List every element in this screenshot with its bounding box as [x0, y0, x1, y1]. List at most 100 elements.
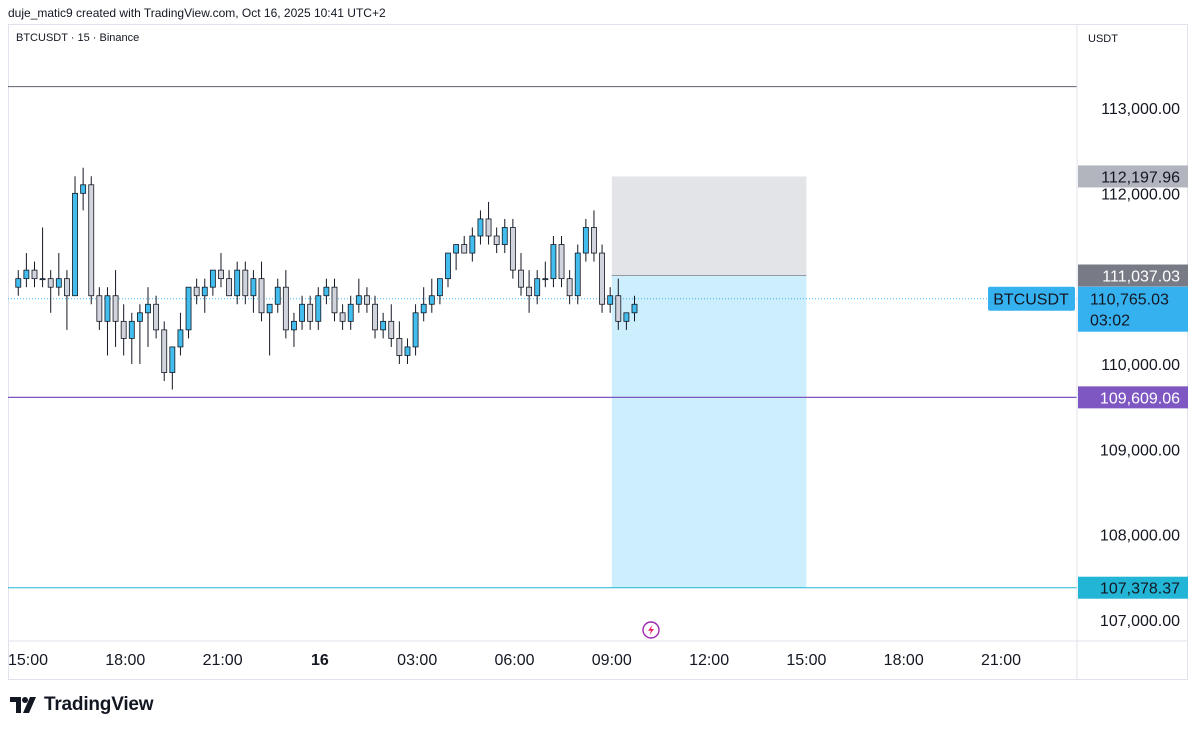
- candle: [477, 210, 484, 245]
- candle-body: [558, 244, 565, 280]
- candle: [55, 253, 62, 296]
- candle: [445, 252, 451, 288]
- candle: [420, 287, 427, 322]
- current-price-tag[interactable]: 110,765.03 03:02: [1078, 286, 1188, 332]
- candle-body: [177, 329, 184, 348]
- candle: [534, 270, 541, 305]
- candle: [469, 227, 476, 262]
- candle-body: [364, 295, 370, 305]
- candle-body: [582, 227, 589, 254]
- candle: [404, 338, 411, 364]
- candle: [493, 227, 500, 254]
- tradingview-logo[interactable]: TradingView: [10, 694, 154, 716]
- stop-price-tag-text: 112,197.96: [1101, 169, 1180, 186]
- candle-body: [388, 320, 395, 339]
- candle: [250, 270, 257, 313]
- candle-body: [615, 295, 622, 322]
- horizontal-lines: [8, 86, 1077, 589]
- entry-price-tag-bg: [1078, 264, 1188, 287]
- candle: [436, 278, 443, 305]
- candle: [226, 270, 233, 297]
- position-zones: [611, 176, 807, 588]
- candle-body: [39, 278, 46, 281]
- x-tick-label: 18:00: [884, 652, 924, 669]
- candle: [461, 236, 468, 254]
- candle-body: [104, 295, 111, 322]
- candle-body: [453, 244, 460, 254]
- candle-body: [599, 252, 605, 305]
- candle-body: [623, 312, 630, 322]
- candle: [339, 304, 346, 330]
- candle-body: [445, 252, 451, 280]
- stop-loss-zone[interactable]: [611, 176, 807, 276]
- candle: [453, 244, 460, 271]
- candle-body: [55, 278, 62, 288]
- candle-body: [493, 235, 500, 245]
- candle: [282, 270, 289, 339]
- candle-body: [258, 278, 265, 314]
- candle: [177, 312, 184, 356]
- candle-body: [542, 278, 549, 281]
- candle: [128, 312, 135, 364]
- candle-body: [153, 303, 160, 331]
- y-axis: 113,000.00 112,000.00 110,000.00 109,000.00…: [1076, 24, 1180, 680]
- chart-frame[interactable]: [8, 24, 1188, 680]
- candle: [209, 269, 216, 296]
- candle-body: [250, 278, 257, 297]
- candle-body: [566, 278, 573, 297]
- candle: [218, 253, 224, 288]
- candle-body: [112, 295, 119, 322]
- symbol-tag-bg: [988, 286, 1075, 311]
- candle: [509, 218, 516, 279]
- candle: [242, 261, 249, 305]
- entry-price-tag[interactable]: 111,037.03: [1078, 264, 1188, 287]
- candle: [88, 176, 95, 305]
- x-tick-label: 16: [311, 652, 329, 669]
- y-tick-label: 112,000.00: [1101, 186, 1180, 203]
- entry-price-tag-text: 111,037.03: [1102, 269, 1180, 286]
- candle: [396, 321, 403, 364]
- countdown-text: 03:02: [1090, 313, 1130, 330]
- candle-body: [347, 303, 354, 322]
- stop-price-tag[interactable]: 112,197.96: [1078, 165, 1188, 188]
- candle-body: [72, 192, 78, 297]
- candles: [15, 167, 638, 390]
- candle-body: [550, 244, 557, 280]
- candle: [72, 176, 78, 297]
- candle: [591, 210, 597, 262]
- candle: [355, 278, 362, 313]
- y-tick-label: 109,000.00: [1100, 442, 1180, 459]
- symbol-label: BTCUSDT · 15 · Binance: [16, 32, 139, 44]
- candle: [518, 253, 524, 296]
- candle-body: [315, 295, 322, 322]
- x-tick-label: 18:00: [105, 652, 145, 669]
- candle: [428, 278, 435, 313]
- candle-body: [64, 278, 70, 297]
- candle: [153, 295, 160, 339]
- candle-body: [23, 269, 30, 280]
- candle: [161, 321, 168, 382]
- candle: [372, 295, 378, 339]
- x-axis: 15:00 18:00 21:00 16 03:00 06:00 09:00 12:00 15:…: [8, 640, 1188, 669]
- current-price-bg: [1078, 286, 1188, 332]
- candle-body: [169, 346, 176, 373]
- target-price-tag-text: 107,378.37: [1100, 581, 1180, 598]
- candle-body: [193, 286, 200, 297]
- candle: [623, 312, 630, 330]
- target-price-tag[interactable]: 107,378.37: [1078, 576, 1188, 599]
- support-price-tag[interactable]: 109,609.06: [1078, 386, 1188, 409]
- lightning-icon[interactable]: [642, 621, 660, 639]
- candle-body: [436, 278, 443, 297]
- candle: [607, 287, 614, 313]
- candle: [258, 261, 265, 322]
- candle: [145, 287, 151, 347]
- candle: [104, 287, 111, 356]
- symbol-price-tag[interactable]: BTCUSDT: [988, 286, 1075, 311]
- candle-body: [274, 286, 281, 305]
- candle: [631, 295, 638, 322]
- stop-price-tag-bg: [1078, 165, 1188, 188]
- tradingview-brand: TradingView: [44, 694, 154, 715]
- take-profit-zone[interactable]: [611, 275, 807, 588]
- candle-body: [518, 269, 524, 288]
